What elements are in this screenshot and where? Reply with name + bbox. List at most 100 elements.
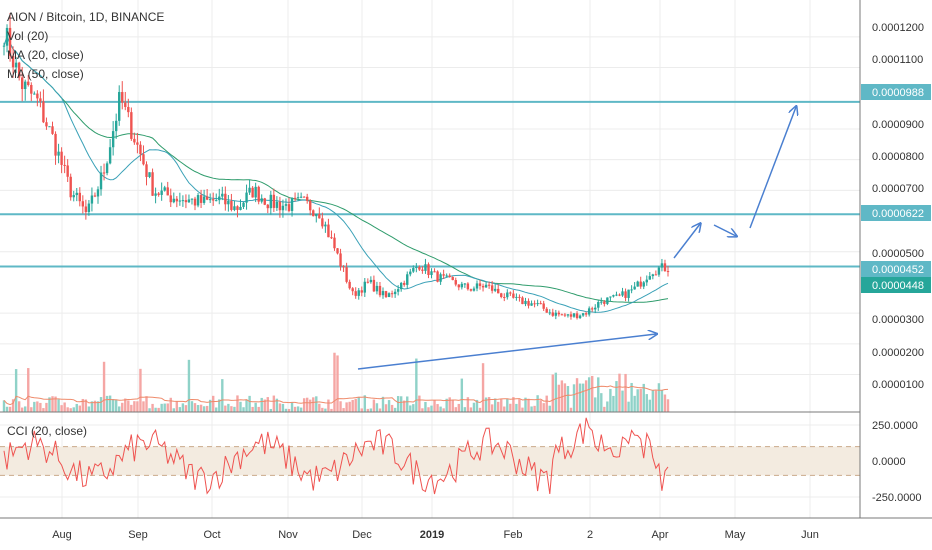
candle-body bbox=[545, 308, 548, 313]
candle-body bbox=[615, 294, 618, 296]
volume-bar bbox=[312, 397, 315, 412]
volume-bar bbox=[321, 407, 324, 412]
candle-body bbox=[224, 193, 227, 205]
cci-axis[interactable]: 250.0000 0.0000 -250.0000 bbox=[872, 420, 922, 504]
time-axis[interactable]: Aug Sep Oct Nov Dec 2019 Feb 2 Apr May Jun bbox=[52, 529, 819, 541]
volume-bar bbox=[251, 406, 254, 412]
volume-bar bbox=[618, 373, 621, 412]
candle-body bbox=[5, 27, 9, 46]
volume-bar bbox=[281, 403, 285, 412]
volume-bar bbox=[418, 395, 421, 412]
candle-body bbox=[536, 303, 539, 305]
volume-bar bbox=[66, 407, 69, 412]
volume-bar bbox=[139, 368, 142, 412]
legend-ma20[interactable]: MA (20, close) bbox=[7, 48, 84, 62]
volume-bar bbox=[93, 400, 97, 412]
candle-body bbox=[448, 275, 451, 278]
candle-body bbox=[618, 294, 621, 296]
volume-bar bbox=[336, 355, 339, 412]
volume-bar bbox=[530, 406, 533, 412]
volume-bar bbox=[566, 386, 570, 412]
volume-bar bbox=[345, 402, 348, 412]
candle-body bbox=[606, 297, 609, 304]
volume-bar bbox=[202, 406, 206, 412]
candle-body bbox=[121, 92, 124, 103]
candle-body bbox=[72, 195, 75, 198]
candle-body bbox=[151, 172, 154, 196]
candle-body bbox=[563, 314, 567, 316]
candle-body bbox=[503, 296, 506, 298]
candle-body bbox=[169, 195, 172, 203]
volume-bar bbox=[396, 396, 400, 412]
candle-body bbox=[163, 187, 166, 191]
time-tick-label: May bbox=[725, 529, 746, 541]
volume-bar bbox=[545, 395, 548, 412]
candle-body bbox=[548, 312, 551, 314]
drawing-annotations[interactable] bbox=[357, 107, 796, 370]
volume-bar bbox=[196, 405, 200, 412]
volume-bar bbox=[524, 397, 527, 412]
legend-ma50[interactable]: MA (50, close) bbox=[7, 67, 84, 81]
legend-volume[interactable]: Vol (20) bbox=[7, 29, 49, 43]
time-tick-label: Sep bbox=[128, 529, 148, 541]
volume-bar bbox=[160, 403, 163, 412]
volume-bar bbox=[236, 395, 239, 412]
candle-body bbox=[114, 120, 118, 132]
legend-cci[interactable]: CCI (20, close) bbox=[7, 424, 88, 438]
volume-bar bbox=[257, 406, 260, 412]
volume-bar bbox=[393, 407, 397, 412]
symbol-title[interactable]: AION / Bitcoin, 1D, BINANCE bbox=[7, 10, 165, 24]
volume-bar bbox=[500, 399, 503, 412]
cci-tick-label: 0.0000 bbox=[872, 456, 906, 468]
candle-body bbox=[436, 271, 439, 282]
candle-body bbox=[357, 290, 360, 296]
volume-bar bbox=[357, 397, 360, 412]
candle-body bbox=[290, 197, 294, 211]
volume-bar bbox=[666, 399, 670, 412]
volume-bar bbox=[433, 400, 436, 412]
volume-bar bbox=[430, 405, 433, 412]
candle-body bbox=[60, 151, 63, 165]
candle-body bbox=[621, 291, 624, 296]
volume-bar bbox=[296, 406, 300, 412]
price-axis[interactable]: 0.0001200 0.0001100 0.0000988 0.0000900 0.00… bbox=[861, 22, 931, 391]
horizontal-levels[interactable] bbox=[0, 100, 860, 268]
volume-bar bbox=[163, 403, 166, 412]
candle-body bbox=[154, 193, 157, 196]
candle-body bbox=[36, 93, 39, 99]
volume-bar bbox=[527, 398, 530, 412]
volume-bar bbox=[366, 408, 370, 412]
candle-body bbox=[148, 172, 151, 177]
candle-body bbox=[233, 206, 236, 210]
cci-line bbox=[3, 417, 669, 495]
candle-body bbox=[75, 192, 78, 196]
volume-bar bbox=[105, 395, 109, 412]
volume-bar bbox=[606, 401, 609, 412]
candle-body bbox=[603, 301, 606, 304]
candle-body bbox=[509, 292, 512, 294]
candle-body bbox=[318, 214, 321, 219]
volume-bar bbox=[503, 406, 506, 412]
price-tick-label: 0.0000900 bbox=[872, 119, 924, 131]
volume-bar bbox=[490, 404, 494, 412]
candle-body bbox=[2, 45, 6, 47]
candle-body bbox=[127, 106, 130, 113]
price-tick-label: 0.0001200 bbox=[872, 22, 924, 34]
volume-bar bbox=[354, 398, 357, 412]
candle-body bbox=[375, 285, 379, 292]
volume-bar bbox=[87, 406, 91, 412]
candle-body bbox=[530, 303, 533, 306]
volume-bar bbox=[557, 384, 561, 412]
candle-body bbox=[591, 308, 594, 310]
price-tick-label: 0.0000200 bbox=[872, 347, 924, 359]
candle-body bbox=[533, 303, 536, 305]
time-tick-label: Apr bbox=[651, 529, 668, 541]
candle-body bbox=[309, 200, 312, 211]
volume-bar bbox=[142, 401, 145, 412]
volume-bar bbox=[114, 399, 118, 412]
volume-bar bbox=[384, 404, 388, 412]
volume-bar bbox=[536, 395, 539, 412]
trend-arrow bbox=[357, 334, 656, 370]
volume-bar bbox=[269, 408, 273, 412]
